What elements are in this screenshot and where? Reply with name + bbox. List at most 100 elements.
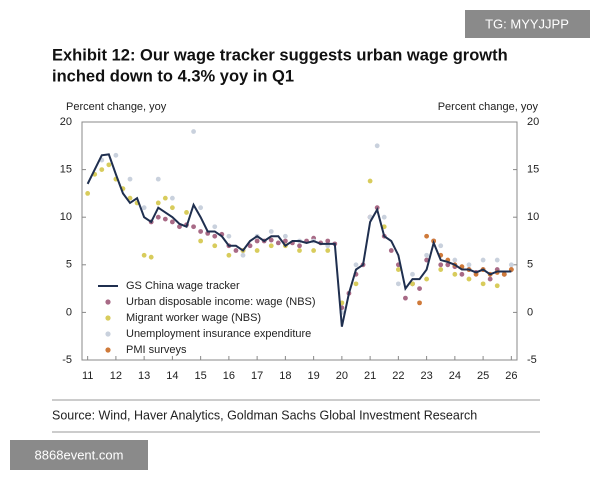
- data-point: [424, 233, 430, 239]
- data-point: [501, 271, 507, 277]
- data-point: [99, 167, 105, 173]
- series-line: [86, 153, 512, 327]
- y2-axis-label: Percent change, yoy: [438, 101, 539, 113]
- data-point: [169, 205, 175, 211]
- y-tick-label: 10: [60, 211, 72, 223]
- data-point: [268, 237, 274, 243]
- x-tick-label: 14: [166, 370, 178, 382]
- y2-tick-label: 5: [527, 259, 533, 271]
- legend-swatch: [105, 347, 111, 353]
- data-point: [240, 252, 246, 258]
- x-tick-label: 11: [82, 370, 93, 382]
- watermark-box: [10, 440, 148, 470]
- data-point: [353, 262, 359, 268]
- data-point: [424, 252, 430, 258]
- data-point: [254, 238, 260, 244]
- data-point: [311, 248, 317, 253]
- watermark: TG: MYYJJPP: [485, 16, 569, 31]
- data-point: [191, 129, 196, 134]
- data-point: [374, 143, 380, 149]
- y-tick-label: 15: [60, 164, 72, 176]
- data-point: [155, 200, 161, 206]
- watermark: 8868event.com: [35, 447, 124, 462]
- x-tick-label: 12: [110, 370, 122, 382]
- data-point: [480, 281, 486, 287]
- data-point: [438, 243, 444, 249]
- data-point: [212, 243, 218, 249]
- data-point: [466, 276, 472, 282]
- data-point: [410, 271, 415, 277]
- data-point: [169, 219, 175, 225]
- data-point: [191, 224, 196, 230]
- data-point: [297, 243, 302, 249]
- data-point: [141, 252, 147, 258]
- data-point: [212, 233, 218, 239]
- data-point: [127, 195, 133, 201]
- x-tick-label: 26: [505, 370, 517, 382]
- plot-frame: [81, 121, 518, 361]
- data-point: [212, 224, 218, 230]
- data-point: [169, 195, 175, 201]
- chart-title: inched down to 4.3% yoy in Q1: [52, 67, 294, 85]
- data-point: [106, 162, 112, 168]
- x-tick-label: 20: [336, 370, 348, 382]
- x-tick-label: 21: [364, 370, 376, 382]
- data-point: [473, 271, 479, 277]
- data-point: [466, 262, 472, 268]
- data-point: [155, 176, 161, 182]
- data-point: [275, 240, 281, 246]
- data-point: [297, 248, 302, 253]
- legend-label: Unemployment insurance expenditure: [126, 328, 311, 340]
- legend-label: Urban disposable income: wage (NBS): [126, 296, 316, 308]
- data-point: [417, 300, 422, 306]
- data-point: [494, 283, 500, 289]
- x-tick-label: 23: [420, 370, 432, 382]
- y2-tick-label: 20: [527, 116, 539, 128]
- data-point: [452, 271, 458, 277]
- data-point: [403, 295, 408, 301]
- legend-swatch: [105, 331, 111, 337]
- data-point: [162, 216, 168, 222]
- x-tick-label: 25: [477, 370, 489, 382]
- legend-label: Migrant worker wage (NBS): [126, 312, 261, 324]
- data-point: [198, 229, 204, 234]
- data-point: [480, 257, 486, 263]
- data-point: [226, 233, 232, 239]
- y2-tick-label: 0: [527, 306, 533, 318]
- data-point: [395, 267, 401, 272]
- data-point: [367, 178, 373, 184]
- x-tick-label: 13: [138, 370, 150, 382]
- y-axis-label: Percent change, yoy: [66, 101, 167, 113]
- data-point: [353, 281, 359, 287]
- data-point: [155, 214, 161, 220]
- data-point: [254, 248, 260, 253]
- data-point: [85, 191, 91, 196]
- data-point: [113, 152, 119, 158]
- data-point: [487, 276, 493, 282]
- y-tick-label: 20: [60, 116, 72, 128]
- y-tick-label: -5: [62, 354, 72, 366]
- x-tick-label: 22: [392, 370, 404, 382]
- legend-swatch: [105, 299, 111, 305]
- data-point: [417, 286, 422, 291]
- data-point: [410, 281, 415, 287]
- x-tick-label: 24: [449, 370, 461, 382]
- data-point: [127, 176, 133, 182]
- watermark-box: [465, 10, 590, 38]
- data-point: [247, 243, 253, 249]
- data-point: [381, 214, 387, 220]
- legend-label: PMI surveys: [126, 344, 187, 356]
- data-point: [438, 262, 444, 268]
- y2-tick-label: -5: [527, 354, 537, 366]
- data-point: [141, 205, 147, 211]
- data-point: [445, 262, 451, 268]
- x-tick-label: 19: [307, 370, 319, 382]
- x-tick-label: 18: [279, 370, 291, 382]
- data-point: [184, 210, 189, 215]
- legend-swatch: [105, 315, 111, 321]
- y-tick-label: 5: [66, 259, 72, 271]
- data-point: [198, 205, 204, 211]
- chart-title: Exhibit 12: Our wage tracker suggests ur…: [52, 46, 508, 64]
